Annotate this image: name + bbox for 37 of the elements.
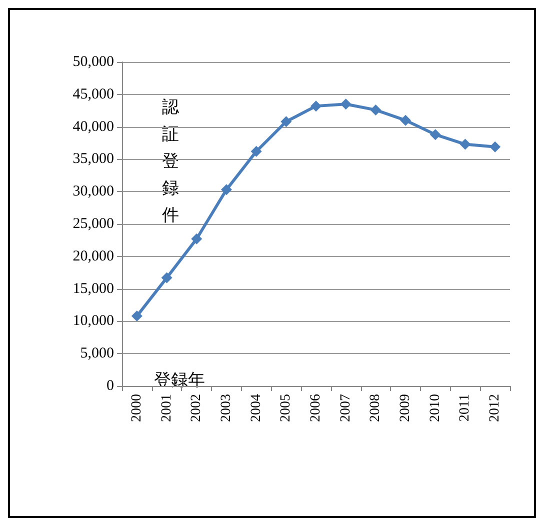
point [250,146,262,157]
x-tick-label: 2005 [278,394,294,422]
point [460,138,471,150]
y-tick-label: 5,000 [80,346,114,362]
y-tick-label: 20,000 [72,248,114,264]
x-tick-label: 2008 [368,394,384,422]
point [191,233,202,244]
y-tick-label: 35,000 [72,151,114,168]
point [490,141,501,152]
y-tick-label: 50,000 [72,54,114,70]
x-tick-label: 2010 [428,394,443,422]
x-tick-label: 2012 [488,394,503,422]
y-tick-label: 10,000 [72,313,114,330]
x-tick-label: 2006 [308,394,324,422]
x-tick-label: 2001 [159,394,174,422]
x-tick-label: 2002 [189,394,204,422]
y-tick-label: 25,000 [72,216,114,232]
y-tick-label: 45,000 [72,86,114,102]
point [310,100,322,112]
y-tick-label: 0 [106,378,114,394]
point [400,114,412,126]
point [430,129,441,140]
y-tick-label: 15,000 [72,280,114,297]
x-tick-label: 2009 [398,394,414,422]
x-tick-label: 2003 [218,394,234,422]
x-tick-label: 2007 [338,394,354,422]
point [370,104,382,116]
point [280,116,292,128]
point [220,184,232,196]
y-tick-label: 40,000 [72,118,114,135]
point [131,310,142,322]
point [340,98,352,110]
y-tick-label: 30,000 [72,184,114,200]
x-tick-label: 2000 [129,394,144,422]
x-tick-label: 2004 [248,394,264,422]
point [161,272,172,284]
x-tick-label: 2011 [458,394,473,422]
